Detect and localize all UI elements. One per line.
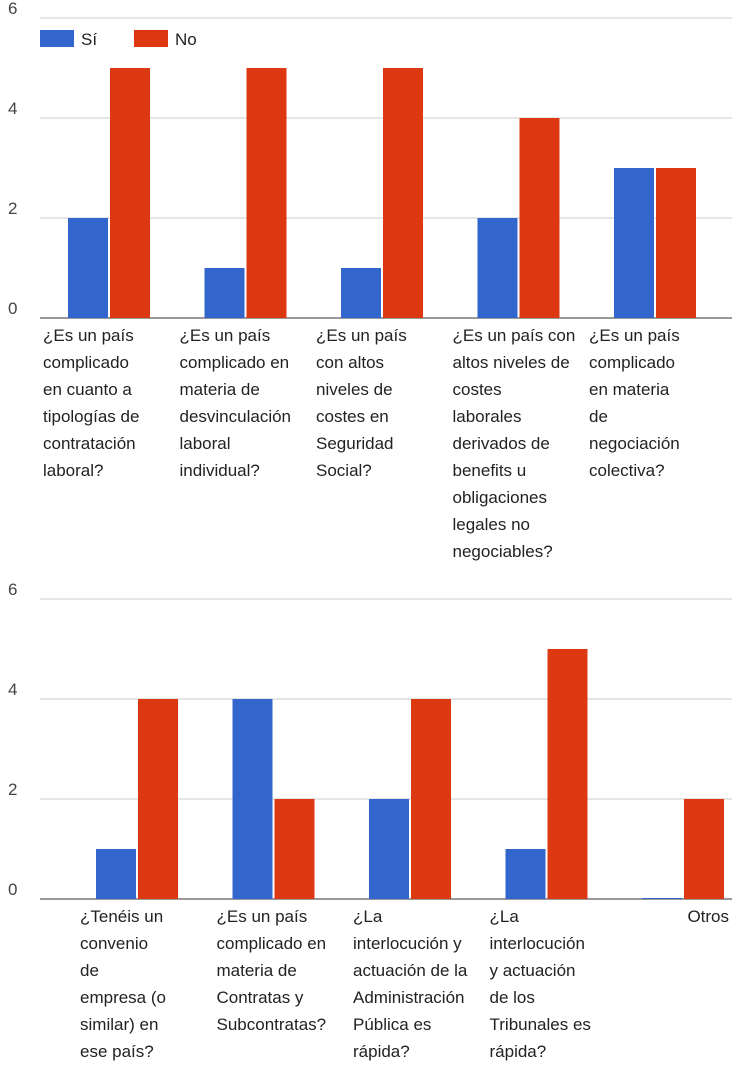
chart1-category-label: de	[589, 407, 608, 426]
chart1-category-label: laborales	[453, 407, 522, 426]
chart2-category-label: ¿Es un país	[217, 907, 308, 926]
chart2-bar-no	[547, 649, 588, 899]
chart1-bar-si	[341, 268, 381, 318]
chart2-category-label: rápida?	[490, 1042, 547, 1061]
chart2-category-label: complicado en	[217, 934, 327, 953]
chart2-bar-si	[642, 898, 682, 899]
chart1-bar-no	[383, 68, 423, 318]
chart1-y-tick-label: 6	[8, 0, 17, 18]
chart2-category-label: Contratas y	[217, 988, 304, 1007]
chart2-category-label: Administración	[353, 988, 465, 1007]
chart1-category-label: costes en	[316, 407, 389, 426]
chart2-y-tick-label: 6	[8, 580, 17, 599]
chart2-bar-no	[138, 699, 178, 899]
chart2-bar-no	[411, 699, 451, 899]
chart1-category-label: materia de	[180, 380, 260, 399]
chart1-category-label: en cuanto a	[43, 380, 132, 399]
chart2-category-label: actuación de la	[353, 961, 468, 980]
chart1-bar-no	[656, 168, 696, 318]
chart2-y-tick-label: 4	[8, 680, 17, 699]
chart1-category-label: contratación	[43, 434, 136, 453]
chart2-category-label: interlocución y	[353, 934, 462, 953]
chart2-bar-no	[684, 799, 724, 899]
chart2-y-tick-label: 2	[8, 780, 17, 799]
chart2-category-label: similar) en	[80, 1015, 158, 1034]
chart1-category-label: negociables?	[453, 542, 553, 561]
chart1-category-label: niveles de	[316, 380, 393, 399]
chart2-category-label: Subcontratas?	[217, 1015, 327, 1034]
chart1-y-tick-label: 2	[8, 199, 17, 218]
chart1-bar-no	[110, 68, 150, 318]
chart2-category-label: y actuación	[490, 961, 576, 980]
chart2-bar-si	[369, 799, 409, 899]
chart1-bar-si	[204, 268, 245, 318]
chart1-category-label: complicado	[43, 353, 129, 372]
chart1-bar-no	[519, 118, 560, 318]
chart2-category-label: convenio	[80, 934, 148, 953]
chart2-category-label: Pública es	[353, 1015, 431, 1034]
chart2-category-label: empresa (o	[80, 988, 166, 1007]
chart1-category-label: Social?	[316, 461, 372, 480]
chart2-category-label: de	[80, 961, 99, 980]
chart2-category-label: ¿Tenéis un	[80, 907, 163, 926]
chart1-category-label: en materia	[589, 380, 670, 399]
chart1-category-label: desvinculación	[180, 407, 292, 426]
chart2-category-label: rápida?	[353, 1042, 410, 1061]
chart1-bar-no	[246, 68, 287, 318]
chart1-category-label: legales no	[453, 515, 531, 534]
legend-label-si: Sí	[81, 30, 97, 49]
chart1-category-label: derivados de	[453, 434, 550, 453]
chart1-category-label: con altos	[316, 353, 384, 372]
chart1-category-label: ¿Es un país	[43, 326, 134, 345]
chart1-category-label: obligaciones	[453, 488, 548, 507]
chart1-category-label: benefits u	[453, 461, 527, 480]
chart1-category-label: ¿Es un país	[589, 326, 680, 345]
chart1-bar-si	[477, 218, 518, 318]
chart2-category-label: ¿La	[353, 907, 383, 926]
chart1-category-label: costes	[453, 380, 502, 399]
chart1-category-label: laboral?	[43, 461, 104, 480]
chart2-category-label: Tribunales es	[490, 1015, 591, 1034]
chart1-category-label: negociación	[589, 434, 680, 453]
chart2-category-label: materia de	[217, 961, 297, 980]
chart2-bar-no	[274, 799, 315, 899]
chart2-category-label: Otros	[687, 907, 729, 926]
chart2-bar-si	[96, 849, 136, 899]
chart1-y-tick-label: 0	[8, 299, 17, 318]
legend-label-no: No	[175, 30, 197, 49]
chart1-y-tick-label: 4	[8, 99, 17, 118]
chart1-category-label: Seguridad	[316, 434, 394, 453]
chart1-category-label: individual?	[180, 461, 260, 480]
chart2-category-label: interlocución	[490, 934, 585, 953]
legend-swatch-si	[40, 30, 74, 47]
chart1-category-label: ¿Es un país	[316, 326, 407, 345]
chart1-category-label: colectiva?	[589, 461, 665, 480]
chart1-category-label: complicado en	[180, 353, 290, 372]
chart2-category-label: de los	[490, 988, 535, 1007]
chart2-bar-si	[232, 699, 273, 899]
chart2-category-label: ese país?	[80, 1042, 154, 1061]
chart1-category-label: ¿Es un país	[180, 326, 271, 345]
chart1-category-label: complicado	[589, 353, 675, 372]
legend-swatch-no	[134, 30, 168, 47]
chart2-bar-si	[505, 849, 546, 899]
chart1-category-label: laboral	[180, 434, 231, 453]
chart2-category-label: ¿La	[490, 907, 520, 926]
chart1-category-label: altos niveles de	[453, 353, 570, 372]
chart1-bar-si	[68, 218, 108, 318]
chart1-bar-si	[614, 168, 654, 318]
chart1-category-label: tipologías de	[43, 407, 139, 426]
chart2-y-tick-label: 0	[8, 880, 17, 899]
chart1-category-label: ¿Es un país con	[453, 326, 576, 345]
